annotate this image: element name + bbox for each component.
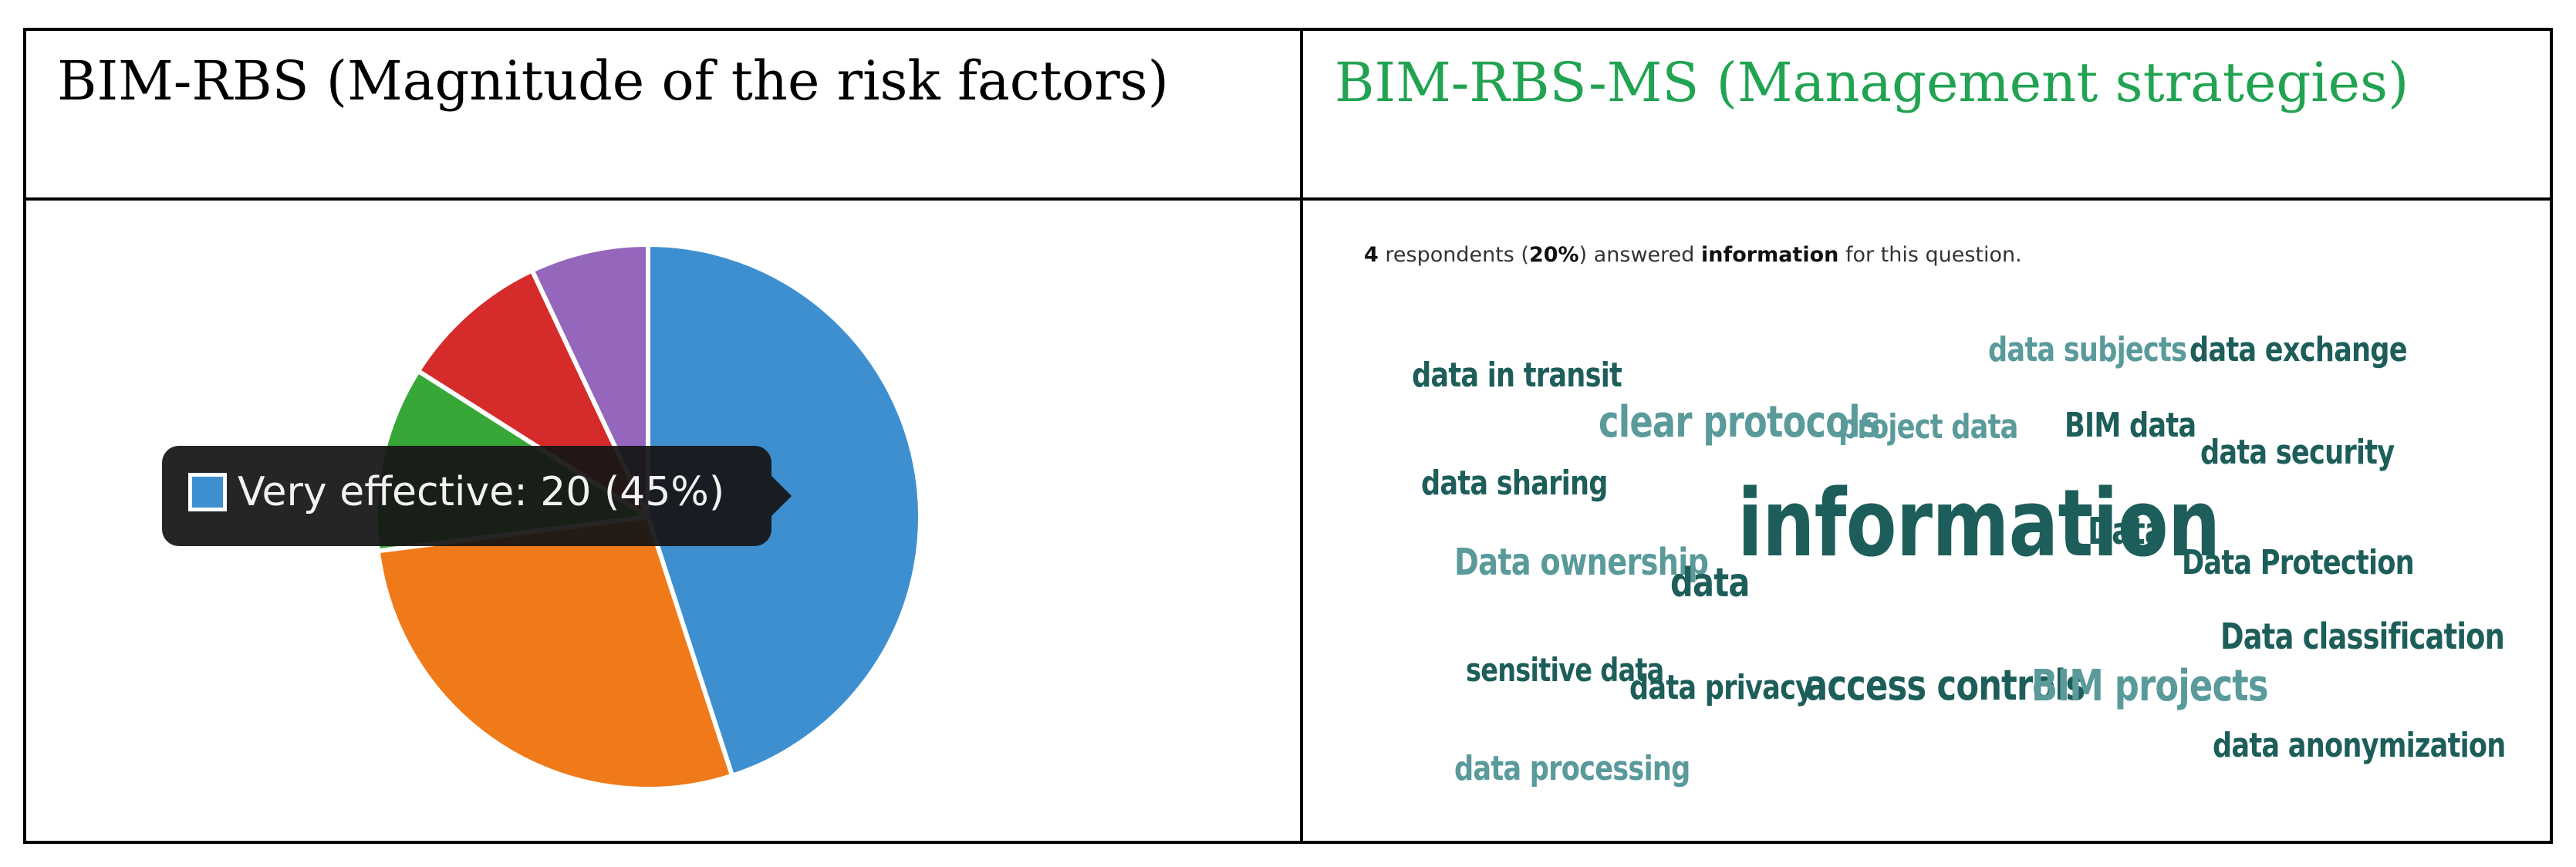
cloud-word: access controls — [1805, 661, 2085, 710]
cloud-word: data privacy — [1629, 668, 1813, 707]
cloud-word: data in transit — [1412, 356, 1622, 395]
cloud-word: data exchange — [2189, 330, 2408, 369]
pie-slice-2[interactable] — [375, 514, 735, 791]
cloud-word: Data — [2088, 510, 2165, 553]
tooltip-text: Very effective: 20 (45%) — [238, 469, 725, 515]
cloud-word: BIM data — [2065, 406, 2196, 445]
header-right: BIM-RBS-MS (Management strategies) — [1335, 51, 2409, 114]
cloud-word: data anonymization — [2213, 726, 2506, 765]
cloud-word: data security — [2200, 433, 2395, 472]
respondents-percent: 20% — [1528, 243, 1579, 267]
respondents-text-2: ) answered — [1578, 243, 1701, 267]
pie-chart — [373, 242, 923, 791]
tooltip-swatch — [188, 473, 227, 511]
cloud-word: data subjects — [1988, 330, 2187, 369]
comparison-table — [23, 28, 2553, 844]
table-row-divider — [23, 197, 2553, 201]
cloud-word: data — [1670, 560, 1750, 606]
respondents-text-1: respondents ( — [1378, 243, 1529, 267]
table-column-divider — [1300, 28, 1303, 844]
cloud-word: Data Protection — [2182, 543, 2415, 582]
cloud-word: Data classification — [2220, 616, 2505, 657]
cloud-word: data processing — [1454, 749, 1690, 788]
chart-tooltip: Very effective: 20 (45%) — [162, 446, 792, 546]
respondents-word: information — [1700, 243, 1839, 267]
cloud-word: Data ownership — [1454, 541, 1709, 584]
cloud-word: project data — [1838, 407, 2018, 447]
respondents-summary: 4 respondents (20%) answered information… — [1364, 243, 2022, 267]
cloud-word: clear protocols — [1599, 397, 1881, 447]
cloud-word: BIM projects — [2031, 661, 2269, 711]
cloud-word: information — [1737, 471, 2220, 578]
cloud-word: sensitive data — [1466, 651, 1664, 689]
respondents-text-3: for this question. — [1838, 243, 2022, 267]
respondents-count: 4 — [1364, 243, 1379, 267]
cloud-word: data sharing — [1421, 464, 1608, 503]
header-left: BIM-RBS (Magnitude of the risk factors) — [57, 49, 1169, 113]
